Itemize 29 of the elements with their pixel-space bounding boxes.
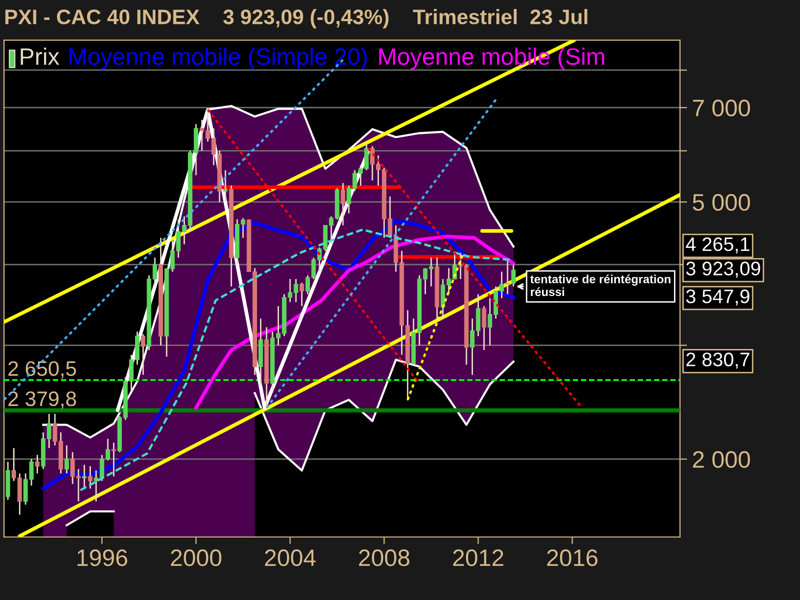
candlestick [111, 442, 116, 478]
candlestick [82, 464, 87, 490]
candlestick [300, 282, 304, 307]
candlestick [223, 169, 228, 203]
candlestick [64, 444, 69, 474]
chart-title: PXI - CAC 40 INDEX 3 923,09 (-0,43%) Trimestriel 23 Jul [5, 9, 588, 28]
candlestick [88, 465, 92, 490]
y-tick-label: 5 000 [692, 194, 750, 211]
x-tick-label: 2000 [170, 549, 222, 566]
annotation: tentative de réintégration réussi [530, 274, 670, 296]
y-tick-label: 2 000 [692, 451, 750, 468]
ref-line-label: 2 650,5 [8, 361, 76, 378]
candlestick [340, 182, 346, 226]
text: Moyenne mobile (Simple 20) [70, 48, 367, 70]
x-tick-label: 1996 [78, 549, 128, 566]
legend-label: Prix [20, 48, 60, 65]
y-tick-label: 7 000 [693, 100, 750, 116]
text: 4 265,1 [686, 237, 750, 254]
x-tick-label: 2012 [453, 549, 504, 566]
candlestick [35, 454, 40, 474]
line-series [194, 234, 516, 410]
candlestick [482, 305, 486, 351]
x-tick-label: 2004 [265, 549, 316, 566]
text: 3 547,9 [686, 289, 750, 306]
text: 2 830,7 [686, 352, 750, 369]
candlestick [140, 334, 146, 376]
text: 3 923,09 [686, 262, 760, 278]
x-tick-label: 2016 [547, 549, 598, 566]
x-tick-label: 2008 [359, 549, 410, 566]
